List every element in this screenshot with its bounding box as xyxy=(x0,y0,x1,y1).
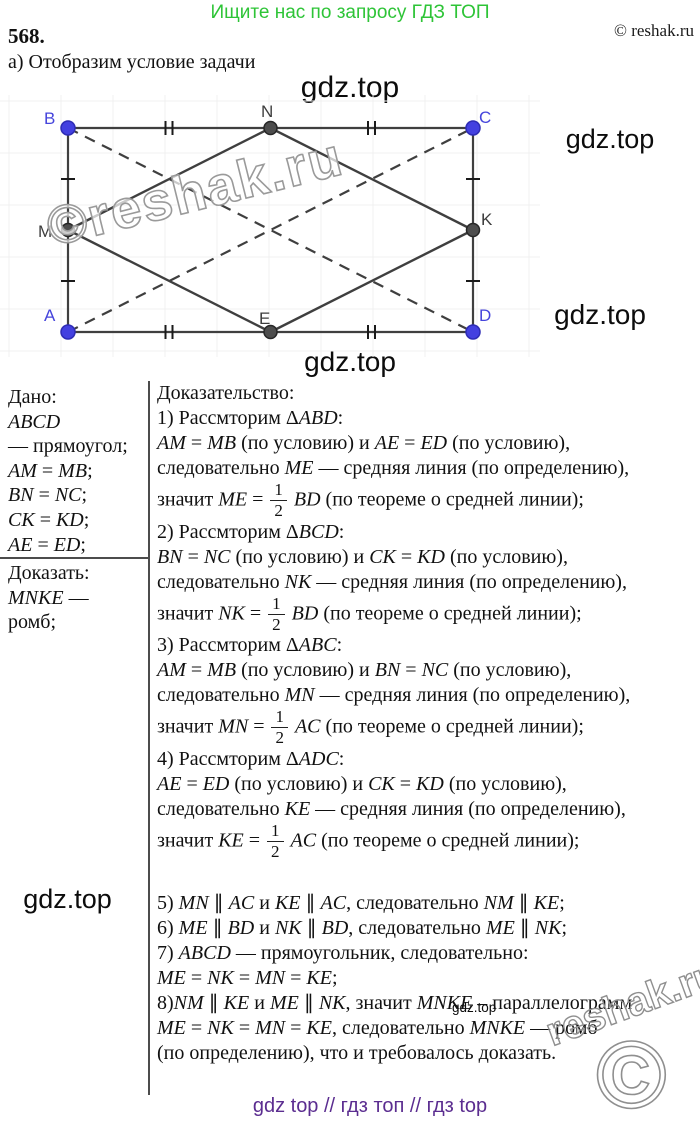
gdz-watermark-left: gdz.top xyxy=(23,884,112,914)
proof-line: следовательно NK — средняя линия (по опр… xyxy=(157,570,627,593)
given-line: — прямоугол; xyxy=(8,435,128,458)
given-title: Дано: xyxy=(8,386,57,408)
prove-line: MNKE — xyxy=(8,586,89,609)
label-M: M xyxy=(38,222,52,241)
proof-line: 4) Рассмторим ΔADC: xyxy=(157,748,345,771)
prove-line: ромб; xyxy=(8,611,57,634)
label-E: E xyxy=(259,309,270,328)
grid-lines xyxy=(0,95,540,357)
proof-line: (по определению), что и требовалось дока… xyxy=(157,1041,557,1064)
proof-line: 6) ME ∥ BD и NK ∥ BD, следовательно ME ∥… xyxy=(157,916,568,939)
given-line: CK = KD; xyxy=(8,508,90,531)
proof-line: ME = NK = MN = KE; xyxy=(157,966,338,989)
given-line: AE = ED; xyxy=(8,533,86,556)
label-N: N xyxy=(261,102,273,121)
gdz-watermark-small: gdz.top xyxy=(452,1000,497,1015)
problem-number: 568. xyxy=(8,24,45,48)
gdz-watermark-top: gdz.top xyxy=(300,71,400,104)
promo-banner: Ищите нас по запросу ГДЗ ТОП xyxy=(210,2,490,23)
proof-title: Доказательство: xyxy=(157,382,295,404)
corner-points xyxy=(60,120,481,340)
proof-line: 8)NM ∥ KE и ME ∥ NK, значит MNKE – парал… xyxy=(157,991,633,1014)
proof-lines: 1) Рассмторим ΔABD: AM = MB (по условию) … xyxy=(157,406,700,1066)
gdz-watermark-right-1: gdz.top xyxy=(565,124,655,154)
proof-line: следовательно KE — средняя линия (по опр… xyxy=(157,798,626,821)
given-line: AM = MB; xyxy=(8,459,93,482)
proof-line: BN = NC (по условию) и CK = KD (по услов… xyxy=(157,545,568,568)
proof-line: 7) ABCD — прямоугольник, следовательно: xyxy=(157,941,529,964)
label-K: K xyxy=(481,210,493,229)
proof-line: AE = ED (по условию) и CK = KD (по услов… xyxy=(157,773,567,796)
label-D: D xyxy=(479,306,491,325)
given-section: Дано: ABCD — прямоугол; AM = MB; BN = NC; CK… xyxy=(8,385,146,557)
proof-line: AM = MB (по условию) и BN = NC (по услов… xyxy=(157,659,572,682)
given-lines: ABCD — прямоугол; AM = MB; BN = NC; CK = KD;… xyxy=(8,410,146,558)
proof-line: ME = NK = MN = KE, следовательно MNKE — … xyxy=(157,1016,598,1039)
proof-line: 5) MN ∥ AC и KE ∥ AC, следовательно NM ∥… xyxy=(157,891,565,914)
label-B: B xyxy=(44,109,55,128)
proof-line: 3) Рассмторим ΔABC: xyxy=(157,634,343,657)
geometry-figure: B C A D N M K E xyxy=(0,95,540,357)
given-line: ABCD xyxy=(8,410,61,433)
gdz-watermark-right-2: gdz.top xyxy=(554,299,646,330)
rhombus-mnke xyxy=(67,126,474,334)
label-A: A xyxy=(44,306,56,325)
proof-line: AM = MB (по условию) и AE = ED (по услов… xyxy=(157,432,571,454)
proof-line: 2) Рассмторим ΔBCD: xyxy=(157,520,345,543)
given-prove-divider xyxy=(0,557,148,559)
given-line: BN = NC; xyxy=(8,484,88,507)
prove-section: Доказать: MNKE — ромб; xyxy=(8,561,146,635)
column-divider xyxy=(148,381,150,1095)
footer-links: gdz top // гдз топ // гдз top xyxy=(252,1095,488,1117)
prove-lines: MNKE — ромб; xyxy=(8,586,146,635)
proof-section: Доказательство: 1) Рассмторим ΔABD: AM = … xyxy=(157,381,700,1066)
prove-title: Доказать: xyxy=(8,562,90,584)
rectangle-diagonals xyxy=(67,127,474,333)
proof-line: 1) Рассмторим ΔABD: xyxy=(157,407,344,429)
proof-line: следовательно MN — средняя линия (по опр… xyxy=(157,684,631,707)
copyright-label: © reshak.ru xyxy=(614,21,694,40)
label-C: C xyxy=(479,108,491,127)
part-a-label: а) Отобразим условие задачи xyxy=(8,51,256,73)
proof-line: следовательно ME — средняя линия (по опр… xyxy=(157,457,630,479)
midpoint-points xyxy=(60,120,481,340)
tick-marks xyxy=(61,121,480,339)
